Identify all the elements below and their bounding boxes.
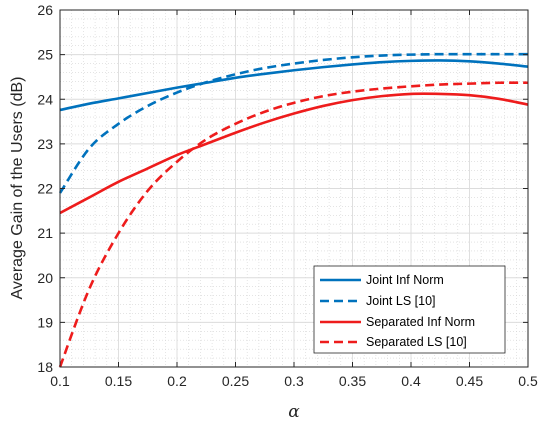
series-line-separated-inf-norm	[59, 92, 529, 215]
series-line-separated-ls-10	[58, 81, 529, 368]
legend-label-joint-inf-norm: Joint Inf Norm	[366, 273, 444, 287]
legend: Joint Inf Norm Joint LS [10] Separated I…	[313, 265, 506, 354]
series-line-joint-inf-norm	[59, 59, 529, 112]
x-tick-label: 0.2	[167, 373, 187, 389]
major-grid	[59, 9, 529, 368]
y-tick-label: 20	[37, 270, 53, 286]
x-tick-label: 0.4	[401, 373, 421, 389]
legend-label-joint-ls: Joint LS [10]	[366, 294, 436, 308]
y-tick-label: 19	[37, 314, 53, 330]
x-tick-label: 0.3	[284, 373, 304, 389]
y-tick-label: 26	[37, 2, 53, 18]
x-tick-label: 0.5	[518, 373, 538, 389]
series-line-joint-ls-10	[58, 52, 528, 194]
legend-label-separated-inf-norm: Separated Inf Norm	[366, 315, 475, 329]
x-tick-label: 0.35	[339, 373, 366, 389]
x-tick-label: 0.25	[222, 373, 249, 389]
x-tick-label: 0.15	[105, 373, 132, 389]
y-axis-label: Average Gain of the Users (dB)	[9, 77, 26, 300]
legend-label-separated-ls: Separated LS [10]	[366, 335, 467, 349]
x-tick-label: 0.45	[456, 373, 483, 389]
y-tick-label: 25	[37, 47, 53, 63]
y-tick-label: 21	[37, 225, 53, 241]
y-tick-label: 23	[37, 136, 53, 152]
y-tick-label: 24	[37, 91, 53, 107]
y-tick-label: 18	[37, 359, 53, 375]
series-layer	[58, 52, 529, 368]
x-axis-label: α	[288, 402, 300, 422]
tick-labels: 0.1 0.15 0.2 0.25 0.3 0.35 0.4 0.45 0.5 18 19 20 21 2…	[37, 2, 538, 389]
ticks-layer	[59, 9, 529, 368]
y-tick-label: 22	[37, 181, 53, 197]
x-tick-label: 0.1	[50, 373, 70, 389]
